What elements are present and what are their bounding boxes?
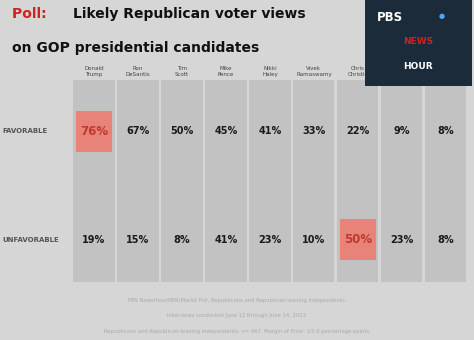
FancyBboxPatch shape — [337, 80, 378, 282]
FancyBboxPatch shape — [381, 80, 422, 282]
Text: NEWS: NEWS — [403, 37, 433, 46]
Text: Nikki
Haley: Nikki Haley — [262, 66, 278, 77]
Text: on GOP presidential candidates: on GOP presidential candidates — [12, 41, 259, 55]
FancyBboxPatch shape — [205, 80, 246, 282]
Text: Interviews conducted June 12 through June 14, 2023.: Interviews conducted June 12 through Jun… — [167, 313, 307, 318]
Text: 33%: 33% — [302, 126, 326, 136]
FancyBboxPatch shape — [340, 219, 376, 260]
FancyBboxPatch shape — [249, 80, 291, 282]
FancyBboxPatch shape — [293, 80, 335, 282]
FancyBboxPatch shape — [76, 110, 112, 152]
Text: 45%: 45% — [214, 126, 237, 136]
Text: UNFAVORABLE: UNFAVORABLE — [2, 237, 59, 242]
Text: HOUR: HOUR — [403, 62, 433, 71]
FancyBboxPatch shape — [365, 0, 472, 86]
Text: 9%: 9% — [393, 126, 410, 136]
Text: 22%: 22% — [346, 126, 370, 136]
Text: 23%: 23% — [258, 235, 282, 244]
Text: Ron
DeSantis: Ron DeSantis — [126, 66, 150, 77]
Text: 10%: 10% — [302, 235, 326, 244]
Text: Asa
Hutchinson: Asa Hutchinson — [386, 66, 418, 77]
Text: Vivek
Ramaswamy: Vivek Ramaswamy — [296, 66, 332, 77]
FancyBboxPatch shape — [162, 80, 202, 282]
Text: Mike
Pence: Mike Pence — [218, 66, 234, 77]
FancyBboxPatch shape — [425, 80, 466, 282]
Text: 67%: 67% — [127, 126, 150, 136]
Text: 23%: 23% — [390, 235, 413, 244]
Text: Poll:: Poll: — [12, 7, 56, 21]
Text: 50%: 50% — [170, 126, 193, 136]
Text: Chris
Christie: Chris Christie — [347, 66, 368, 77]
Text: 50%: 50% — [344, 233, 372, 246]
Text: 8%: 8% — [438, 235, 454, 244]
Text: 41%: 41% — [214, 235, 237, 244]
Text: FAVORABLE: FAVORABLE — [2, 128, 47, 134]
Text: Tim
Scott: Tim Scott — [175, 66, 189, 77]
Text: 8%: 8% — [438, 126, 454, 136]
Text: PBS: PBS — [377, 11, 403, 23]
Text: Donald
Trump: Donald Trump — [84, 66, 104, 77]
Text: ●: ● — [439, 13, 445, 19]
Text: 8%: 8% — [173, 235, 190, 244]
Text: 15%: 15% — [127, 235, 150, 244]
FancyBboxPatch shape — [73, 80, 115, 282]
Text: Republicans and Republican-leaning independents: n= 467. Margin of Error: ±5.9 p: Republicans and Republican-leaning indep… — [103, 329, 371, 334]
Text: Likely Republican voter views: Likely Republican voter views — [73, 7, 306, 21]
Text: 76%: 76% — [80, 125, 108, 138]
FancyBboxPatch shape — [118, 80, 159, 282]
Text: 19%: 19% — [82, 235, 106, 244]
Text: 41%: 41% — [258, 126, 282, 136]
Text: PBS NewsHour/NPR/Marist Poll, Republicans and Republican-leaning independents.: PBS NewsHour/NPR/Marist Poll, Republican… — [128, 298, 346, 303]
Text: Doug
Burgum: Doug Burgum — [435, 66, 457, 77]
